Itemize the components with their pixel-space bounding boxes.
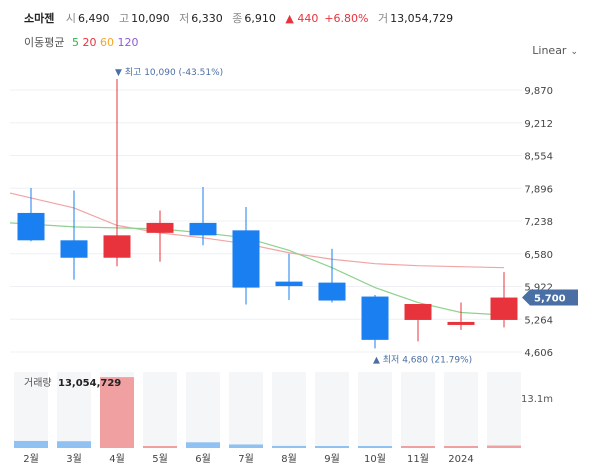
ma-period-120: 120 <box>117 36 139 49</box>
volume-bar <box>57 441 91 448</box>
volume-bar <box>100 377 134 448</box>
x-tick-label: 3월 <box>66 453 82 465</box>
x-tick-label: 10월 <box>364 453 386 465</box>
open-value: 6,490 <box>78 12 110 25</box>
volume-panel-label: 거래량 <box>24 377 52 389</box>
x-tick-label: 7월 <box>238 453 254 465</box>
open-label: 시 <box>65 12 76 25</box>
volume-slot <box>57 372 91 448</box>
low-label: 저 <box>179 12 190 25</box>
high-label: 고 <box>119 12 130 25</box>
y-tick-label: 5,922 <box>524 283 553 294</box>
min-annotation: ▲ 최저 4,680 (21.79%) <box>373 354 472 365</box>
y-tick-label: 7,896 <box>524 184 553 195</box>
stock-name: 소마젠 <box>24 12 55 25</box>
high-value: 10,090 <box>131 12 170 25</box>
change-value: ▲ 440 <box>285 12 319 25</box>
close-value: 6,910 <box>244 12 276 25</box>
x-tick-label: 4월 <box>109 453 125 465</box>
low-value: 6,330 <box>191 12 223 25</box>
volume-bar <box>14 440 48 448</box>
ma-legend[interactable]: 이동평균 5 20 60 120 <box>24 34 138 50</box>
ma-period-5: 5 <box>71 36 79 49</box>
x-tick-label: 2월 <box>23 453 39 465</box>
volume-bar <box>401 446 435 448</box>
volume-slot <box>358 372 392 448</box>
candle-body <box>103 235 131 258</box>
volume-bar <box>229 444 263 448</box>
volume-slot <box>229 372 263 448</box>
change-percent: +6.80% <box>324 12 369 25</box>
grid-lines <box>10 89 522 353</box>
current-price-tag: 5,700 <box>522 289 578 306</box>
x-tick-label: 6월 <box>195 453 211 465</box>
max-annotation: ▼ 최고 10,090 (-43.51%) <box>115 67 223 78</box>
volume-slot <box>14 372 48 448</box>
volume-slot <box>272 372 306 448</box>
x-tick-label: 5월 <box>152 453 168 465</box>
price-summary: 소마젠 시 6,490 고 10,090 저 6,330 종 6,910 ▲ 440 +6… <box>24 10 459 26</box>
candle-body <box>232 230 260 288</box>
volume-slot <box>401 372 435 448</box>
volume-panel-value: 13,054,729 <box>58 378 121 389</box>
y-tick-label: 4,606 <box>524 348 553 359</box>
candle-body <box>447 321 475 325</box>
volume-axis-label: 13.1m <box>521 394 553 405</box>
volume-bars <box>14 377 521 448</box>
candle-body <box>275 281 303 287</box>
volume-bar <box>315 446 349 448</box>
volume-slot <box>186 372 220 448</box>
ma-period-20: 20 <box>82 36 97 49</box>
volume-label: 거 <box>378 12 389 25</box>
scale-mode-label: Linear <box>532 44 567 57</box>
x-axis-ticks: 2월 3월 4월 5월 6월 7월 8월 9월 10월 11월 2024 <box>23 453 474 465</box>
chevron-down-icon: ⌄ <box>570 47 578 57</box>
y-axis-ticks: 9,870 9,212 8,554 7,896 7,238 6,580 5,922 5,264… <box>524 86 553 359</box>
volume-slot <box>487 372 521 448</box>
volume-value: 13,054,729 <box>390 12 454 25</box>
volume-slot <box>315 372 349 448</box>
ma-legend-label: 이동평균 <box>24 36 65 49</box>
stock-header: 소마젠 시 6,490 고 10,090 저 6,330 종 6,910 ▲ 440 +6… <box>0 0 600 60</box>
price-tag-text: 5,700 <box>534 294 566 305</box>
x-tick-label: 9월 <box>324 453 340 465</box>
x-tick-label: 11월 <box>407 453 429 465</box>
y-tick-label: 5,264 <box>524 315 553 326</box>
volume-bar <box>444 446 478 448</box>
candle-body <box>146 222 174 233</box>
candle-body <box>17 212 45 241</box>
candle-body <box>60 240 88 258</box>
y-tick-label: 9,212 <box>524 119 553 130</box>
volume-bar <box>358 446 392 448</box>
candle-body <box>361 296 389 340</box>
price-tag-shape <box>522 289 578 306</box>
y-tick-label: 7,238 <box>524 217 553 228</box>
y-tick-label: 8,554 <box>524 152 553 163</box>
close-label: 종 <box>232 12 243 25</box>
y-tick-label: 9,870 <box>524 86 553 97</box>
candle-body <box>318 282 346 301</box>
volume-bar <box>272 445 306 448</box>
candles <box>17 79 518 349</box>
y-tick-label: 6,580 <box>524 250 553 261</box>
volume-slot <box>444 372 478 448</box>
volume-bar <box>487 445 521 448</box>
candle-body <box>189 222 217 236</box>
scale-dropdown[interactable]: Linear ⌄ <box>532 44 578 57</box>
volume-bar <box>143 446 177 448</box>
x-tick-label: 8월 <box>281 453 297 465</box>
volume-slot <box>143 372 177 448</box>
x-tick-label: 2024 <box>448 454 473 465</box>
candle-body <box>490 297 518 320</box>
volume-bar <box>186 442 220 448</box>
candle-body <box>404 304 432 320</box>
ma-period-60: 60 <box>99 36 114 49</box>
ma-long-line <box>9 192 505 269</box>
